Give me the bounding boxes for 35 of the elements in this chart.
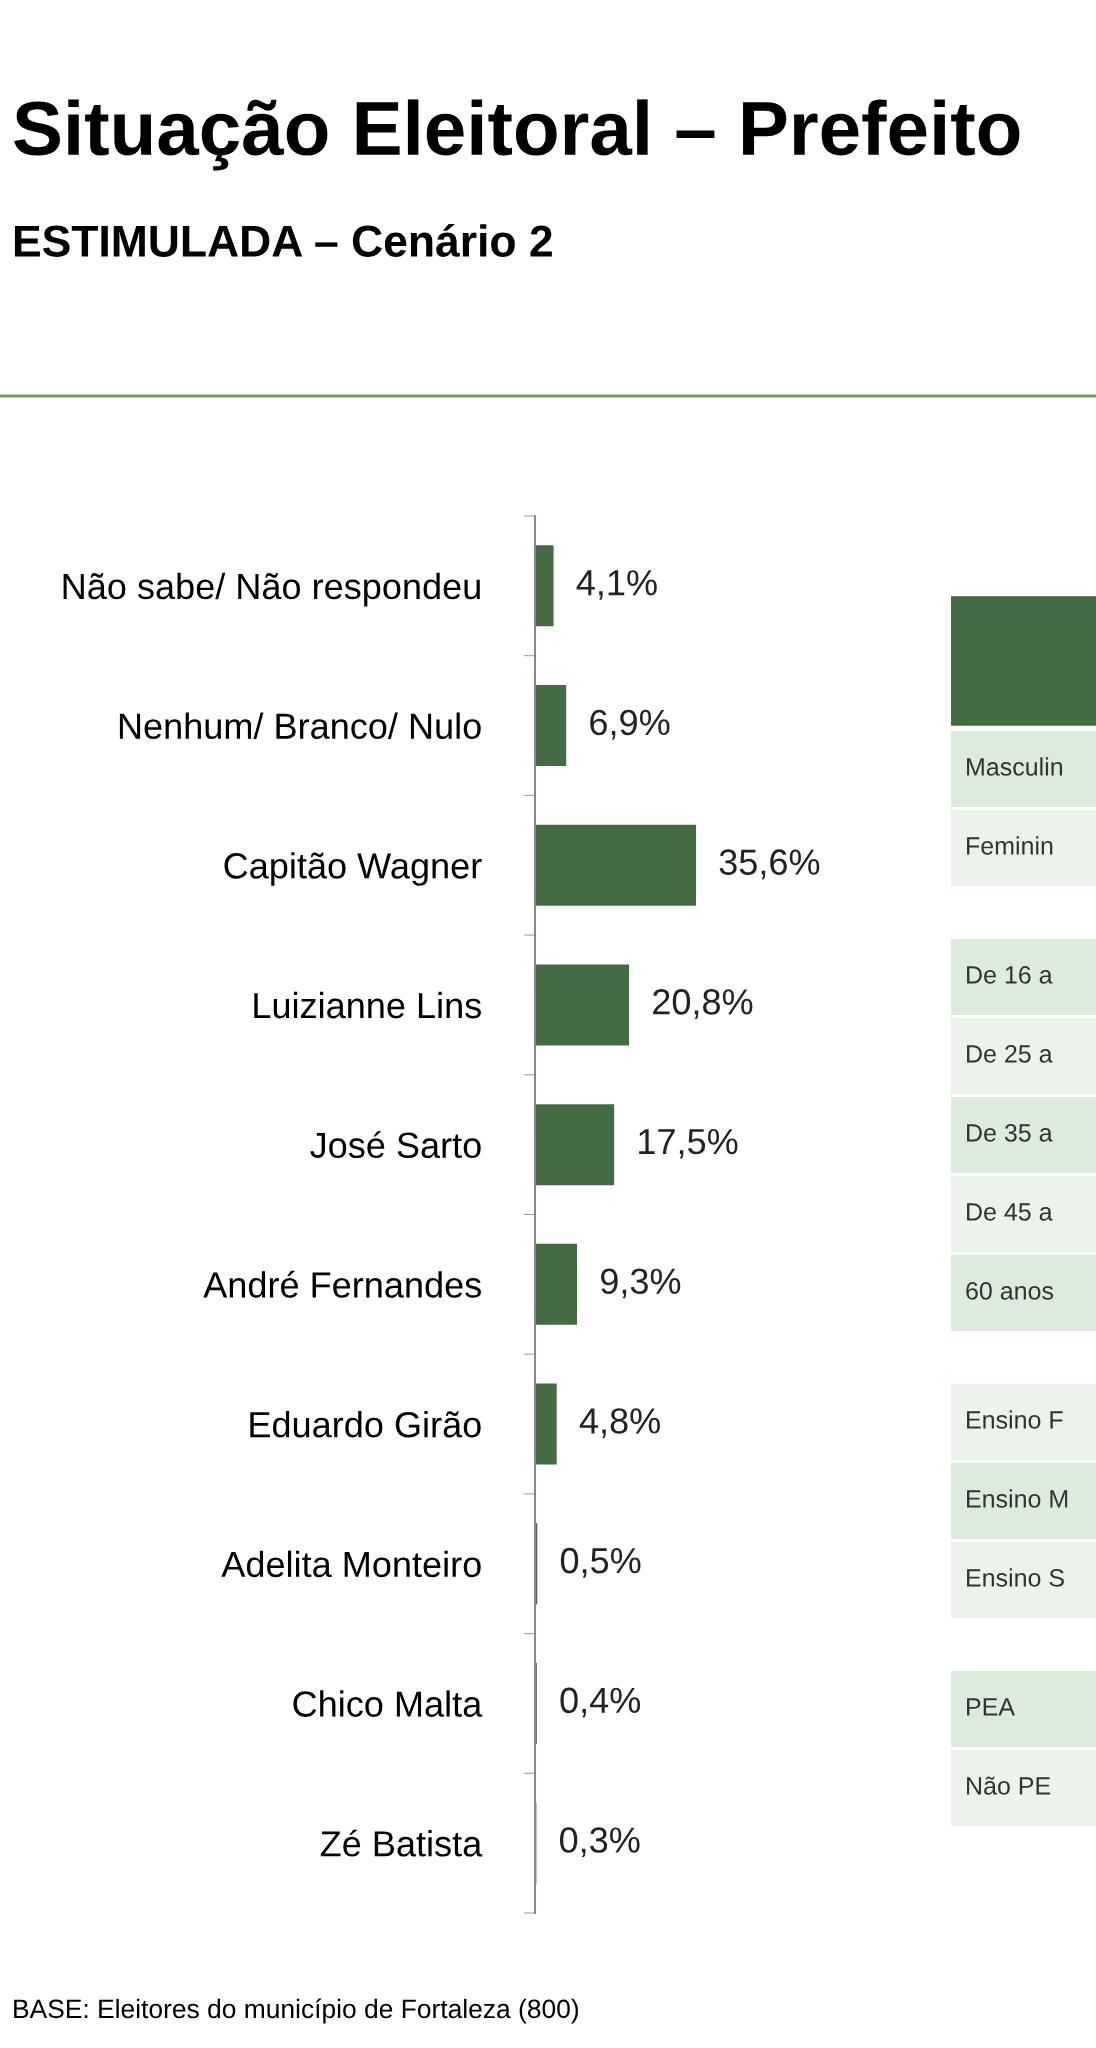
data-label: 0,4% xyxy=(560,1687,641,1718)
y-tick-label: José Sarto xyxy=(310,1131,481,1159)
data-label: 4,8% xyxy=(579,1408,660,1439)
data-label: 0,3% xyxy=(559,1827,640,1858)
category-label: Ensino M xyxy=(967,1489,1068,1508)
chart-subtitle: ESTIMULADA – Cenário 2 xyxy=(14,223,552,257)
category-label: De 16 a xyxy=(967,966,1053,984)
y-tick-label: Não sabe/ Não respondeu xyxy=(63,572,480,607)
data-label: 4,1% xyxy=(576,570,657,600)
category-label: De 25 a xyxy=(967,1045,1053,1063)
data-label: 20,8% xyxy=(653,989,753,1019)
category-label: Não PE xyxy=(967,1776,1051,1795)
y-tick-label: Luizianne Lins xyxy=(254,991,481,1019)
y-tick-label: André Fernandes xyxy=(203,1270,481,1298)
category-label: 60 anos xyxy=(966,1282,1054,1300)
data-label: 9,3% xyxy=(600,1268,681,1299)
y-tick-label: Zé Batista xyxy=(320,1829,483,1857)
text: BASE: Eleitores do município de Fortaleza (800) xyxy=(14,1998,579,2024)
data-label: 0,5% xyxy=(560,1547,641,1578)
category-label: Masculin xyxy=(967,757,1063,776)
category-label: Ensino F xyxy=(967,1410,1063,1429)
chart-title: Situação Eleitoral – Prefeito xyxy=(14,99,1020,171)
data-label: 17,5% xyxy=(639,1128,738,1159)
data-label: 35,6% xyxy=(719,849,820,880)
data-label: 6,9% xyxy=(590,709,670,740)
category-label: Feminin xyxy=(967,836,1053,855)
y-tick-label: Eduardo Girão xyxy=(250,1410,481,1438)
category-label: De 35 a xyxy=(967,1124,1053,1142)
category-label: PEA xyxy=(967,1698,1015,1716)
category-label: Ensino S xyxy=(967,1568,1064,1587)
y-tick-label: Capitão Wagner xyxy=(224,852,482,886)
category-label: De 45 a xyxy=(967,1203,1053,1221)
y-tick-label: Adelita Monteiro xyxy=(221,1550,481,1578)
y-tick-label: Nenhum/ Branco/ Nulo xyxy=(119,712,481,739)
y-tick-label: Chico Malta xyxy=(293,1690,483,1717)
